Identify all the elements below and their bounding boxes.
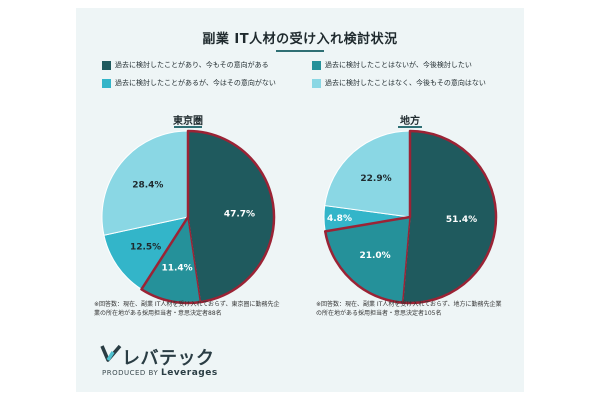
company-name: Leverages [160,368,218,378]
pie-chart-regional: 51.4% 21.0% 4.8% 22.9% [323,129,498,305]
logo-brand-name: レバテック [122,348,215,369]
produced-by-text: PRODUCED BY [102,369,159,377]
footnote-regional: ※回答数：現在、副業 IT人材を受け入れておらず、地方に勤務先企業の所在地がある… [316,301,502,317]
legend-swatch-4 [312,78,321,88]
legend-item-3: 過去に検討したことがあるが、今はその意向がない [102,78,276,88]
legend-swatch-3 [102,78,111,88]
pie-slice-regional-4 [324,130,411,218]
legend-item-2: 過去に検討したことはないが、今後検討したい [312,60,472,70]
chart-title-regional: 地方 [400,116,420,127]
slice-value-label-tokyo-2: 11.4% [161,263,192,273]
logo-produced-by: PRODUCED BY Leverages [102,368,218,378]
infographic-title: 副業 IT人材の受け入れ検討状況 [202,32,398,47]
legend-item-4: 過去に検討したことはなく、今後もその意向はない [312,78,486,88]
pie-chart-tokyo: 47.7% 11.4% 12.5% 28.4% [101,129,276,305]
legend-label-2: 過去に検討したことはないが、今後検討したい [325,61,472,69]
pie-slice-tokyo-3 [103,216,190,291]
leverages-logo-icon [100,344,122,362]
legend-label-1: 過去に検討したことがあり、今もその意向がある [115,61,269,69]
highlight-outline-tokyo [140,129,276,305]
highlight-outline-regional [323,129,498,305]
slice-value-label-regional-1: 51.4% [446,215,477,225]
title-underline [276,50,324,52]
chart-title-underline-tokyo [174,126,202,128]
chart-title-underline-regional [398,126,422,128]
legend-item-1: 過去に検討したことがあり、今もその意向がある [102,60,269,70]
footnote-tokyo: ※回答数：現在、副業 IT人材を受け入れておらず、東京圏に勤務先企業の所在地があ… [94,301,280,317]
slice-value-label-regional-4: 22.9% [360,174,391,184]
slice-value-label-regional-2: 21.0% [359,251,390,261]
legend-swatch-2 [312,60,321,70]
legend-label-3: 過去に検討したことがあるが、今はその意向がない [115,79,276,87]
pie-slice-tokyo-4 [101,130,189,236]
slice-value-label-tokyo-3: 12.5% [130,242,161,252]
highlight-divider-tokyo [187,216,202,303]
highlight-divider-regional [401,216,411,303]
infographic-card: 副業 IT人材の受け入れ検討状況 過去に検討したことがあり、今もその意向がある … [76,8,524,392]
slice-value-label-tokyo-4: 28.4% [132,181,163,191]
slice-value-label-regional-3: 4.8% [327,214,352,224]
legend-label-4: 過去に検討したことはなく、今後もその意向はない [325,79,486,87]
slice-value-label-tokyo-1: 47.7% [224,209,255,219]
legend-swatch-1 [102,60,111,70]
chart-title-tokyo: 東京圏 [173,116,203,127]
